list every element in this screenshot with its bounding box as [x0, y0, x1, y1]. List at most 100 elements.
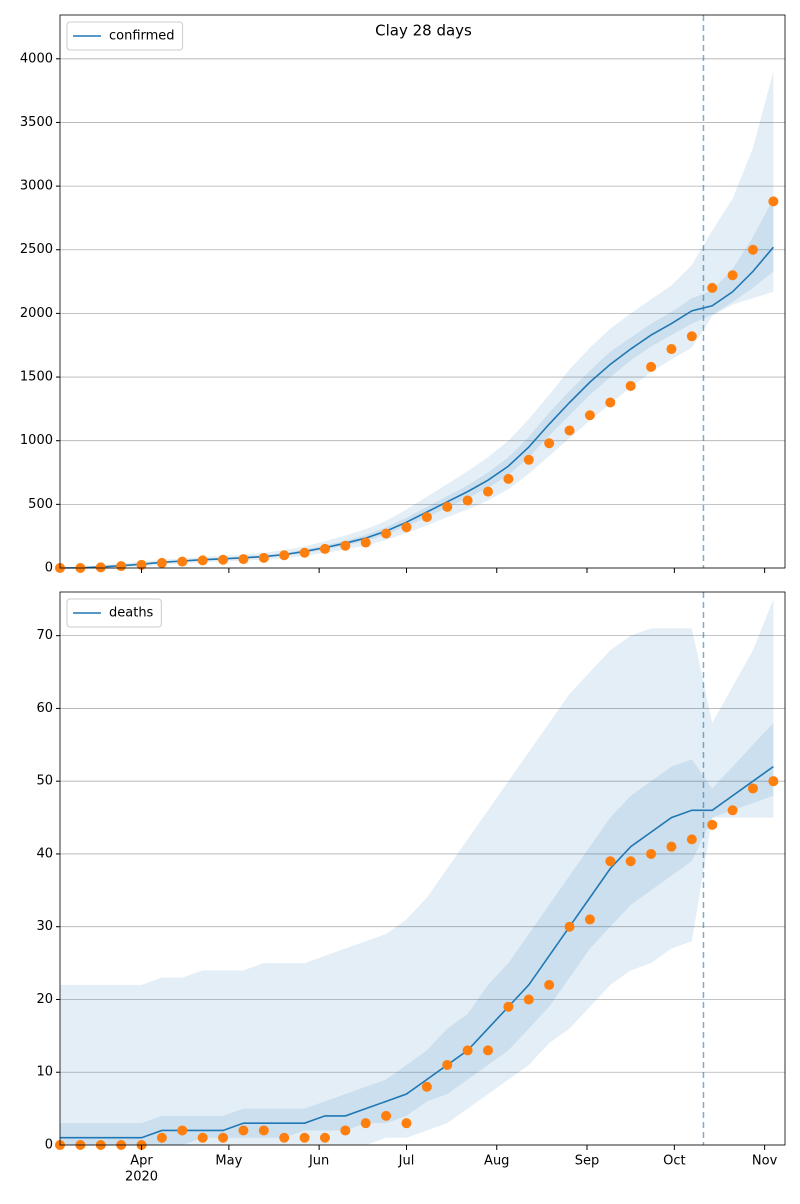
observed-point [299, 1132, 310, 1143]
uncertainty-band [60, 599, 774, 1145]
observed-point [360, 1118, 371, 1129]
observed-point [381, 1110, 392, 1121]
observed-point [625, 380, 636, 391]
observed-point [197, 1132, 208, 1143]
observed-point [279, 1132, 290, 1143]
observed-point [340, 1125, 351, 1136]
y-tick-label: 0 [45, 561, 53, 576]
observed-point [462, 1045, 473, 1056]
observed-point [584, 914, 595, 925]
axes-frame [59, 591, 786, 1146]
y-tick-label: 30 [36, 919, 53, 934]
observed-point [177, 556, 188, 567]
observed-point [605, 856, 616, 867]
axes-frame [59, 14, 786, 569]
observed-point [197, 555, 208, 566]
observed-point [218, 1132, 229, 1143]
observed-point [646, 361, 657, 372]
y-tick-label: 4000 [20, 51, 53, 66]
y-tick-label: 2000 [20, 306, 53, 321]
observed-point [747, 244, 758, 255]
observed-point [421, 1081, 432, 1092]
y-tick-label: 3500 [20, 115, 53, 130]
observed-point [258, 1125, 269, 1136]
y-tick-label: 500 [28, 497, 53, 512]
observed-point [523, 454, 534, 465]
observed-point [421, 512, 432, 523]
observed-point [156, 1132, 167, 1143]
x-tick-label: Nov [752, 1154, 778, 1169]
y-tick-label: 60 [36, 701, 53, 716]
uncertainty-band [60, 722, 774, 1145]
observed-point [177, 1125, 188, 1136]
chart-title: Clay 28 days [375, 22, 472, 40]
observed-point [116, 561, 127, 572]
observed-point [564, 425, 575, 436]
uncertainty-band [60, 198, 774, 568]
observed-point [544, 979, 555, 990]
observed-point [747, 783, 758, 794]
x-tick-label: Apr [130, 1154, 153, 1169]
uncertainty-band [60, 71, 774, 569]
legend-label: confirmed [109, 29, 175, 44]
x-tick-label: May [215, 1154, 242, 1169]
observed-point [238, 554, 249, 565]
observed-point [544, 438, 555, 449]
y-tick-label: 2500 [20, 242, 53, 257]
x-tick-label: Jun [308, 1154, 329, 1169]
observed-point [605, 397, 616, 408]
observed-point [666, 344, 677, 355]
observed-point [707, 819, 718, 830]
y-tick-label: 0 [45, 1138, 53, 1153]
y-tick-label: 3000 [20, 179, 53, 194]
y-tick-label: 1500 [20, 370, 53, 385]
observed-point [584, 410, 595, 421]
y-tick-label: 20 [36, 992, 53, 1007]
observed-point [462, 495, 473, 506]
observed-point [503, 1001, 514, 1012]
observed-point [319, 543, 330, 554]
observed-point [768, 776, 779, 787]
observed-point [238, 1125, 249, 1136]
observed-point [401, 1118, 412, 1129]
observed-point [442, 501, 453, 512]
legend-box [66, 598, 162, 628]
observed-point [156, 557, 167, 568]
observed-point [136, 559, 147, 570]
observed-point [727, 805, 738, 816]
observed-point [299, 547, 310, 558]
observed-point [319, 1132, 330, 1143]
observed-point [666, 841, 677, 852]
y-tick-label: 50 [36, 774, 53, 789]
y-tick-label: 40 [36, 846, 53, 861]
observed-point [523, 994, 534, 1005]
x-tick-label: Oct [663, 1154, 685, 1169]
observed-point [625, 856, 636, 867]
observed-point [279, 550, 290, 561]
legend-label: deaths [109, 606, 154, 621]
observed-point [564, 921, 575, 932]
observed-point [360, 537, 371, 548]
observed-point [503, 473, 514, 484]
y-tick-label: 1000 [20, 433, 53, 448]
observed-point [381, 528, 392, 539]
legend-box [66, 21, 184, 51]
observed-point [686, 331, 697, 342]
y-tick-label: 10 [36, 1065, 53, 1080]
observed-point [727, 270, 738, 281]
observed-point [95, 562, 106, 573]
x-tick-label: Aug [484, 1154, 509, 1169]
x-tick-label: Jul [398, 1154, 415, 1169]
observed-point [442, 1059, 453, 1070]
observed-point [401, 522, 412, 533]
observed-point [707, 282, 718, 293]
observed-point [340, 540, 351, 551]
observed-point [218, 554, 229, 565]
y-tick-label: 70 [36, 628, 53, 643]
observed-point [483, 486, 494, 497]
observed-point [258, 552, 269, 563]
observed-point [646, 848, 657, 859]
observed-point [483, 1045, 494, 1056]
x-tick-label: Sep [575, 1154, 600, 1169]
